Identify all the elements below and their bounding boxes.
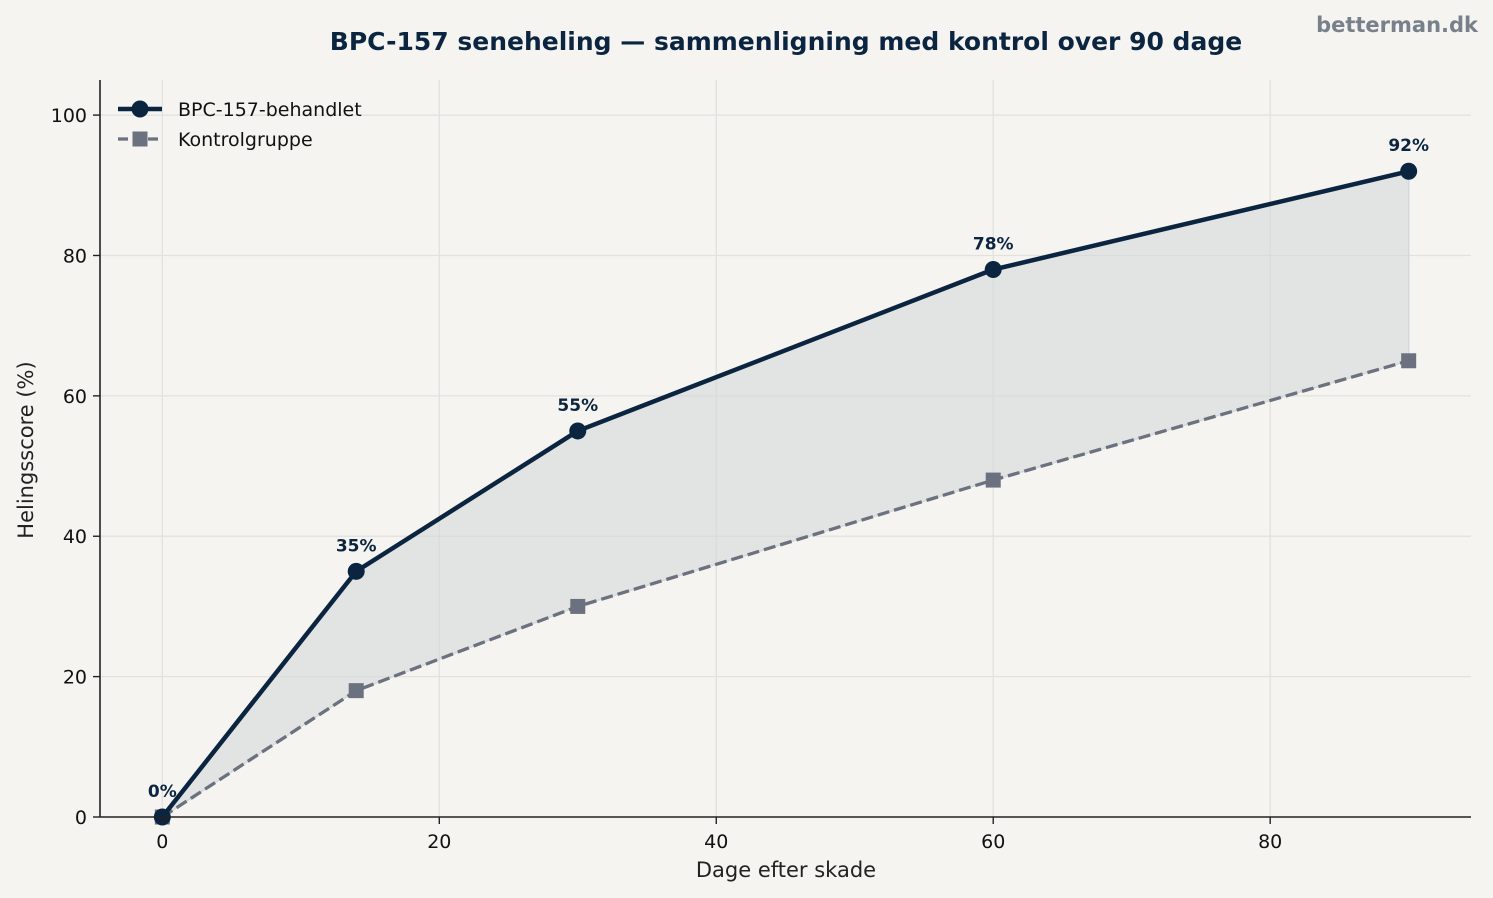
- y-axis-label: Helingsscore (%): [14, 361, 38, 538]
- fill-area: [161, 170, 1410, 818]
- x-tick-label: 0: [156, 831, 168, 853]
- y-tick-label: 100: [51, 105, 87, 127]
- data-point-bpc-157-behandlet: [984, 261, 1002, 279]
- y-tick-label: 60: [63, 386, 87, 408]
- data-point-bpc-157-behandlet: [347, 562, 365, 580]
- y-tick-label: 80: [63, 245, 87, 267]
- data-label: 0%: [148, 782, 177, 802]
- data-labels: 0% 35% 55% 78% 92%: [148, 136, 1429, 802]
- x-tick-label: 40: [704, 831, 728, 853]
- series: [153, 162, 1418, 826]
- legend-label: BPC-157-behandlet: [178, 99, 362, 121]
- y-tick-label: 0: [75, 807, 87, 829]
- y-tick-label: 40: [63, 526, 87, 548]
- x-tick-label: 20: [427, 831, 451, 853]
- x-tick-label: 60: [981, 831, 1005, 853]
- chart-title: BPC-157 seneheling — sammenligning med k…: [330, 27, 1242, 56]
- data-point-kontrolgruppe: [570, 598, 586, 614]
- data-point-bpc-157-behandlet: [569, 422, 587, 440]
- y-tick-label: 20: [63, 667, 87, 689]
- legend: BPC-157-behandlet Kontrolgruppe: [118, 99, 362, 151]
- data-point-kontrolgruppe: [1401, 353, 1417, 369]
- legend-label: Kontrolgruppe: [178, 129, 313, 151]
- legend-marker: [131, 100, 149, 118]
- data-label: 78%: [973, 235, 1014, 255]
- data-point-kontrolgruppe: [985, 472, 1001, 488]
- data-point-bpc-157-behandlet: [1400, 162, 1418, 180]
- x-axis-label: Dage efter skade: [696, 858, 876, 882]
- data-label: 35%: [336, 536, 377, 556]
- axes: 0 20 40 60 80 0 20 40 60 80 100: [51, 80, 1471, 853]
- legend-marker: [132, 131, 148, 147]
- data-label: 55%: [557, 396, 598, 416]
- data-point-kontrolgruppe: [348, 683, 364, 699]
- fill-between-area: [161, 170, 1410, 818]
- x-tick-label: 80: [1258, 831, 1282, 853]
- brand-watermark: betterman.dk: [1316, 13, 1479, 37]
- data-label: 92%: [1388, 136, 1429, 156]
